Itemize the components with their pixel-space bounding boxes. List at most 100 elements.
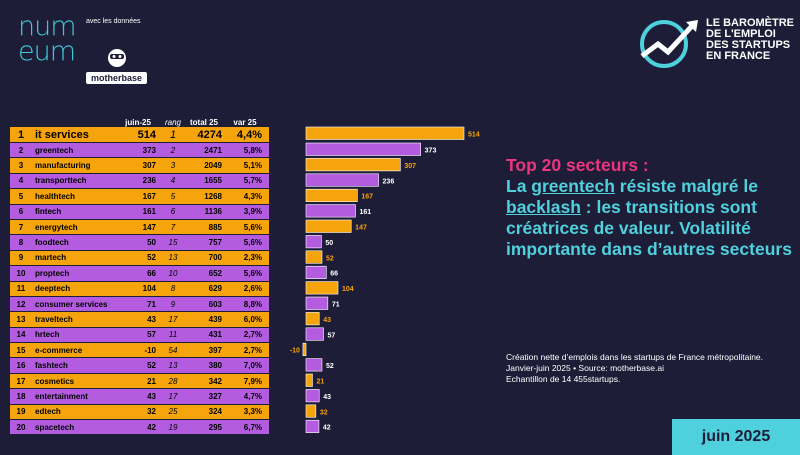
cell-name: fintech — [35, 207, 62, 217]
cell-total: 324 — [208, 407, 222, 417]
sector-table: juin-25 rang total 25 var 25 1 it service… — [10, 113, 269, 436]
cell-total: 4274 — [197, 128, 222, 141]
cell-name: consumer services — [35, 299, 108, 309]
table-row: 10 proptech 66 10 652 5,6% — [10, 266, 269, 282]
cell-name: energytech — [35, 222, 78, 232]
cell-name: e-commerce — [35, 345, 83, 355]
bar-label: 71 — [332, 302, 340, 309]
cell-var: 5,7% — [243, 176, 262, 186]
cell-rank: 16 — [16, 361, 26, 371]
cell-rank: 3 — [18, 161, 24, 171]
cell-rang: 8 — [170, 284, 176, 294]
bar-label: 236 — [383, 178, 395, 185]
bar-label: -10 — [290, 348, 300, 355]
cell-rang: 4 — [170, 176, 176, 186]
cell-var: 8,8% — [243, 299, 262, 309]
cell-rang: 11 — [168, 330, 178, 340]
cell-rang: 10 — [168, 268, 178, 278]
cell-juin: 52 — [147, 253, 156, 263]
cell-rank: 5 — [18, 191, 24, 201]
cell-total: 380 — [208, 361, 222, 371]
cell-var: 5,1% — [243, 161, 262, 171]
table-header: juin-25 rang total 25 var 25 — [10, 113, 269, 127]
cell-name: hrtech — [35, 330, 60, 340]
numeum-logo: num eum — [18, 11, 77, 67]
bar-deeptech — [305, 281, 339, 295]
bar-fintech — [305, 204, 356, 218]
cell-juin: 167 — [142, 191, 156, 201]
cell-juin: 161 — [142, 207, 156, 217]
cell-juin: 373 — [142, 145, 156, 155]
cell-total: 652 — [208, 268, 222, 278]
cell-name: greentech — [35, 145, 74, 155]
cell-rank: 18 — [16, 391, 26, 401]
table-row: 20 spacetech 42 19 295 6,7% — [10, 420, 269, 436]
cell-total: 1655 — [204, 176, 222, 186]
bar-label: 42 — [323, 425, 331, 432]
bar-e-commerce — [302, 342, 307, 356]
cell-total: 327 — [208, 391, 222, 401]
cell-rank: 6 — [18, 207, 24, 217]
cell-name: spacetech — [35, 422, 75, 432]
bar-label: 514 — [468, 132, 480, 139]
bar-spacetech — [305, 419, 320, 434]
bar-manufacturing — [305, 158, 401, 172]
cell-var: 4,7% — [243, 391, 262, 401]
cell-juin: 43 — [147, 391, 156, 401]
cell-var: 2,6% — [243, 284, 262, 294]
cell-var: 3,9% — [243, 207, 262, 217]
bar-label: 66 — [330, 271, 338, 278]
cell-rank: 13 — [16, 314, 26, 324]
cell-rang: 28 — [168, 376, 178, 386]
table-row: 14 hrtech 57 11 431 2,7% — [10, 327, 269, 344]
cell-total: 2471 — [204, 145, 222, 155]
cell-juin: 21 — [147, 376, 156, 386]
cell-var: 4,4% — [236, 128, 262, 141]
bar-edtech — [305, 404, 317, 418]
data-credit: avec les données — [86, 18, 141, 25]
table-row: 4 transporttech 236 4 1655 5,7% — [10, 173, 269, 190]
cell-name: manufacturing — [35, 161, 91, 171]
cell-total: 397 — [208, 345, 222, 355]
bar-consumer-services — [305, 296, 329, 310]
cell-rang: 2 — [170, 145, 176, 155]
bar-label: 147 — [355, 225, 367, 232]
date-badge: juin 2025 — [672, 419, 800, 455]
table-row: 5 healthtech 167 5 1268 4,3% — [10, 189, 269, 205]
cell-rang: 15 — [168, 238, 178, 248]
cell-var: 2,3% — [243, 253, 262, 263]
cell-rank: 9 — [18, 253, 24, 263]
cell-name: cosmetics — [35, 376, 75, 386]
cell-rang: 13 — [168, 361, 178, 371]
header-var: var 25 — [233, 118, 257, 127]
bar-label: 167 — [361, 194, 373, 201]
table-row: 6 fintech 161 6 1136 3,9% — [10, 204, 269, 220]
bar-it-services — [305, 126, 465, 140]
cell-total: 342 — [208, 376, 222, 386]
cell-juin: 66 — [147, 268, 156, 278]
cell-rank: 2 — [18, 145, 24, 155]
cell-rank: 20 — [16, 422, 26, 432]
cell-name: edtech — [35, 407, 61, 417]
bar-energytech — [305, 219, 352, 233]
cell-name: traveltech — [35, 314, 73, 324]
cell-juin: 57 — [147, 330, 156, 340]
cell-juin: 514 — [137, 128, 156, 141]
bar-proptech — [305, 265, 327, 279]
headline: Top 20 secteurs : La greentech résiste m… — [506, 155, 796, 260]
headline-title: Top 20 secteurs : — [506, 155, 649, 175]
cell-rank: 12 — [16, 299, 26, 309]
cell-total: 2049 — [204, 161, 222, 171]
bar-label: 52 — [326, 255, 334, 262]
greentech-link: greentech — [531, 176, 615, 196]
cell-var: 2,7% — [243, 330, 262, 340]
table-row: 3 manufacturing 307 3 2049 5,1% — [10, 158, 269, 174]
table-row: 7 energytech 147 7 885 5,6% — [10, 219, 269, 236]
table-row: 12 consumer services 71 9 603 8,8% — [10, 296, 269, 313]
cell-var: 2,7% — [243, 345, 262, 355]
cell-juin: 307 — [142, 161, 156, 171]
bar-healthtech — [305, 188, 358, 202]
cell-rang: 19 — [168, 422, 178, 432]
header-total: total 25 — [189, 118, 218, 127]
cell-var: 4,3% — [243, 191, 262, 201]
